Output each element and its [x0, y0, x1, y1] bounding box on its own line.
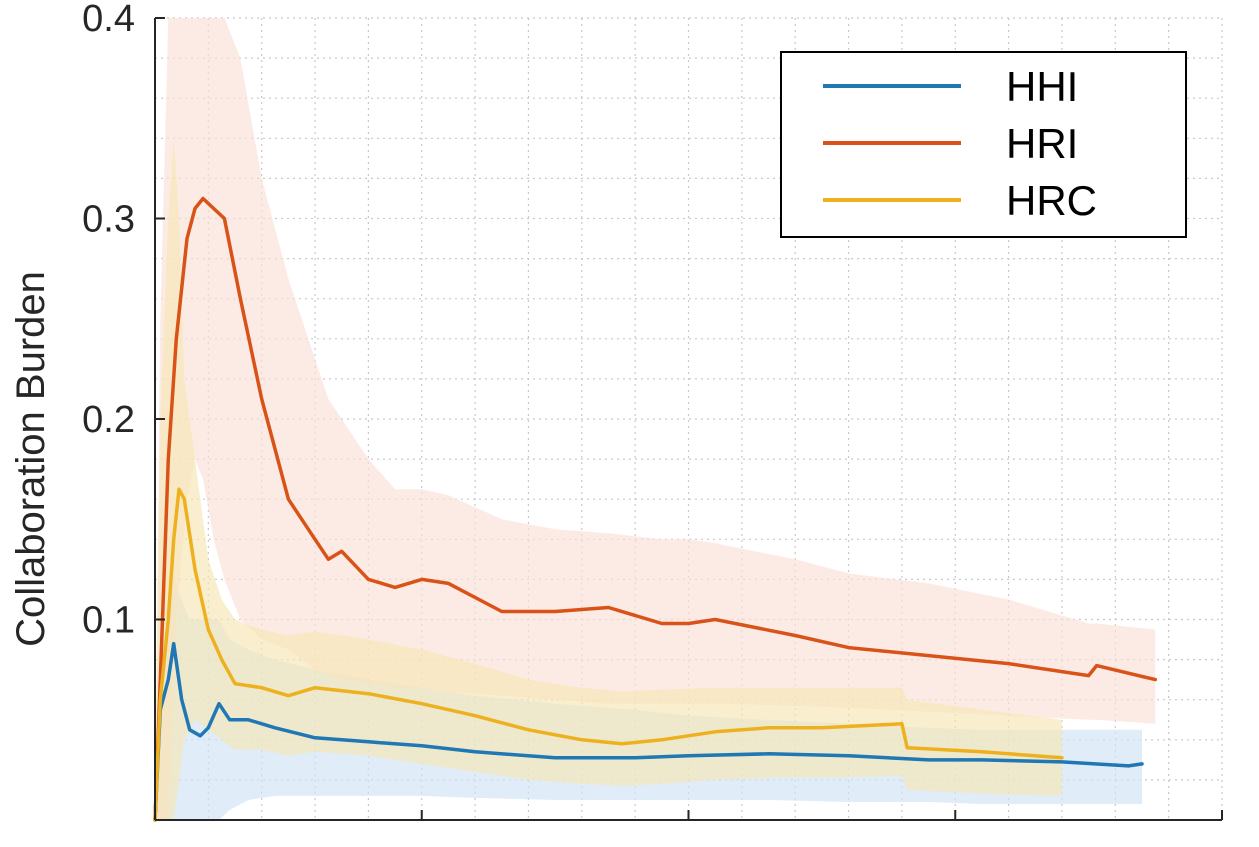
- legend-label-hrc: HRC: [1006, 177, 1097, 224]
- series-lines: [153, 196, 1158, 822]
- series-line-hrc: [153, 487, 1064, 822]
- legend: HHI HRI HRC: [780, 51, 1187, 238]
- axes: 0.1 0.2 0.3 0.4 Collaboration Burden: [9, 0, 1223, 821]
- series-line-hri: [153, 196, 1158, 822]
- band-hrc: [155, 138, 1062, 821]
- y-axis-label: Collaboration Burden: [9, 271, 53, 647]
- legend-label-hri: HRI: [1006, 120, 1078, 167]
- series-line-hhi: [153, 641, 1144, 822]
- y-tick-label: 0.1: [82, 600, 135, 642]
- y-tick-label: 0.2: [82, 399, 135, 441]
- y-tick-label: 0.3: [82, 199, 135, 241]
- band-hri: [155, 18, 1156, 820]
- y-tick-label: 0.4: [82, 0, 135, 40]
- legend-label-hhi: HHI: [1006, 63, 1078, 110]
